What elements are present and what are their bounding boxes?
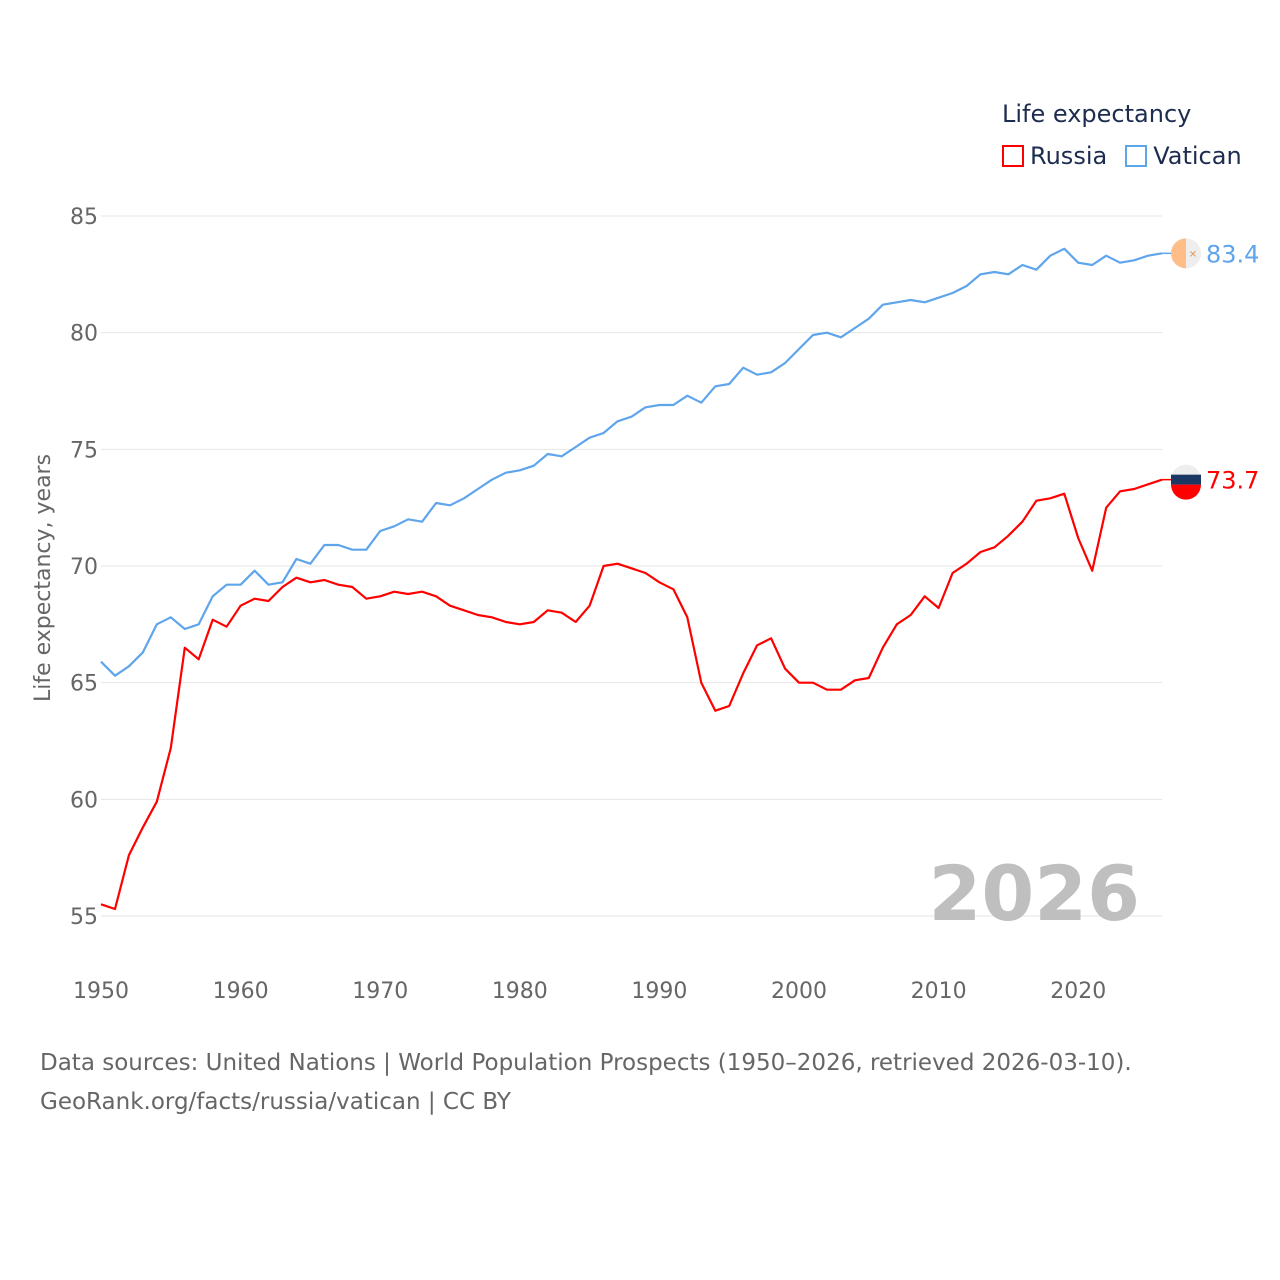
x-axis-ticks: 1950 1960 1970 1980 1990 2000 2010 2020 bbox=[73, 979, 1106, 1004]
x-tick-label: 1960 bbox=[213, 979, 269, 1004]
series-lines bbox=[100, 247, 1163, 911]
flag-yellow bbox=[1171, 238, 1186, 269]
x-tick-label: 2010 bbox=[911, 979, 967, 1004]
legend-label-vatican: Vatican bbox=[1153, 142, 1242, 170]
source-note: Data sources: United Nations | World Pop… bbox=[40, 1044, 1132, 1122]
year-watermark: 2026 bbox=[928, 849, 1140, 938]
legend: Russia Vatican bbox=[1002, 142, 1242, 170]
y-tick-label: 70 bbox=[70, 555, 98, 580]
legend-item-russia[interactable]: Russia bbox=[1002, 142, 1107, 170]
legend-swatch-russia bbox=[1002, 145, 1024, 167]
x-tick-label: 1950 bbox=[73, 979, 129, 1004]
legend-label-russia: Russia bbox=[1030, 142, 1108, 170]
gridlines bbox=[101, 215, 1162, 917]
series-line-vatican bbox=[100, 247, 1163, 677]
end-value-label-russia: 73.7 bbox=[1206, 467, 1259, 495]
y-tick-label: 85 bbox=[70, 205, 98, 230]
flag-keys: ✕ bbox=[1189, 249, 1197, 260]
x-tick-label: 1970 bbox=[352, 979, 408, 1004]
x-tick-label: 2000 bbox=[771, 979, 827, 1004]
flag-red bbox=[1171, 484, 1201, 500]
x-tick-label: 1980 bbox=[492, 979, 548, 1004]
legend-title: Life expectancy bbox=[1002, 100, 1192, 128]
flag-blue bbox=[1171, 474, 1201, 485]
flag-icon-russia bbox=[1171, 464, 1201, 500]
y-tick-label: 55 bbox=[70, 905, 98, 930]
end-value-label-vatican: 83.4 bbox=[1206, 240, 1259, 268]
y-tick-label: 80 bbox=[70, 322, 98, 347]
y-axis-ticks: 55 60 65 70 75 80 85 bbox=[70, 205, 98, 930]
legend-swatch-vatican bbox=[1125, 145, 1148, 167]
y-axis-label: Life expectancy, years bbox=[31, 454, 56, 702]
end-markers: 73.7 ✕ 83.4 bbox=[1162, 238, 1259, 500]
legend-item-vatican[interactable]: Vatican bbox=[1125, 142, 1242, 170]
y-tick-label: 65 bbox=[70, 672, 98, 697]
x-tick-label: 2020 bbox=[1050, 979, 1106, 1004]
y-tick-label: 60 bbox=[70, 788, 98, 813]
source-line-2: GeoRank.org/facts/russia/vatican | CC BY bbox=[40, 1089, 511, 1115]
series-line-russia bbox=[100, 478, 1163, 911]
y-tick-label: 75 bbox=[70, 438, 98, 463]
flag-icon-vatican: ✕ bbox=[1171, 238, 1201, 269]
source-line-1: Data sources: United Nations | World Pop… bbox=[40, 1050, 1132, 1076]
x-tick-label: 1990 bbox=[631, 979, 687, 1004]
